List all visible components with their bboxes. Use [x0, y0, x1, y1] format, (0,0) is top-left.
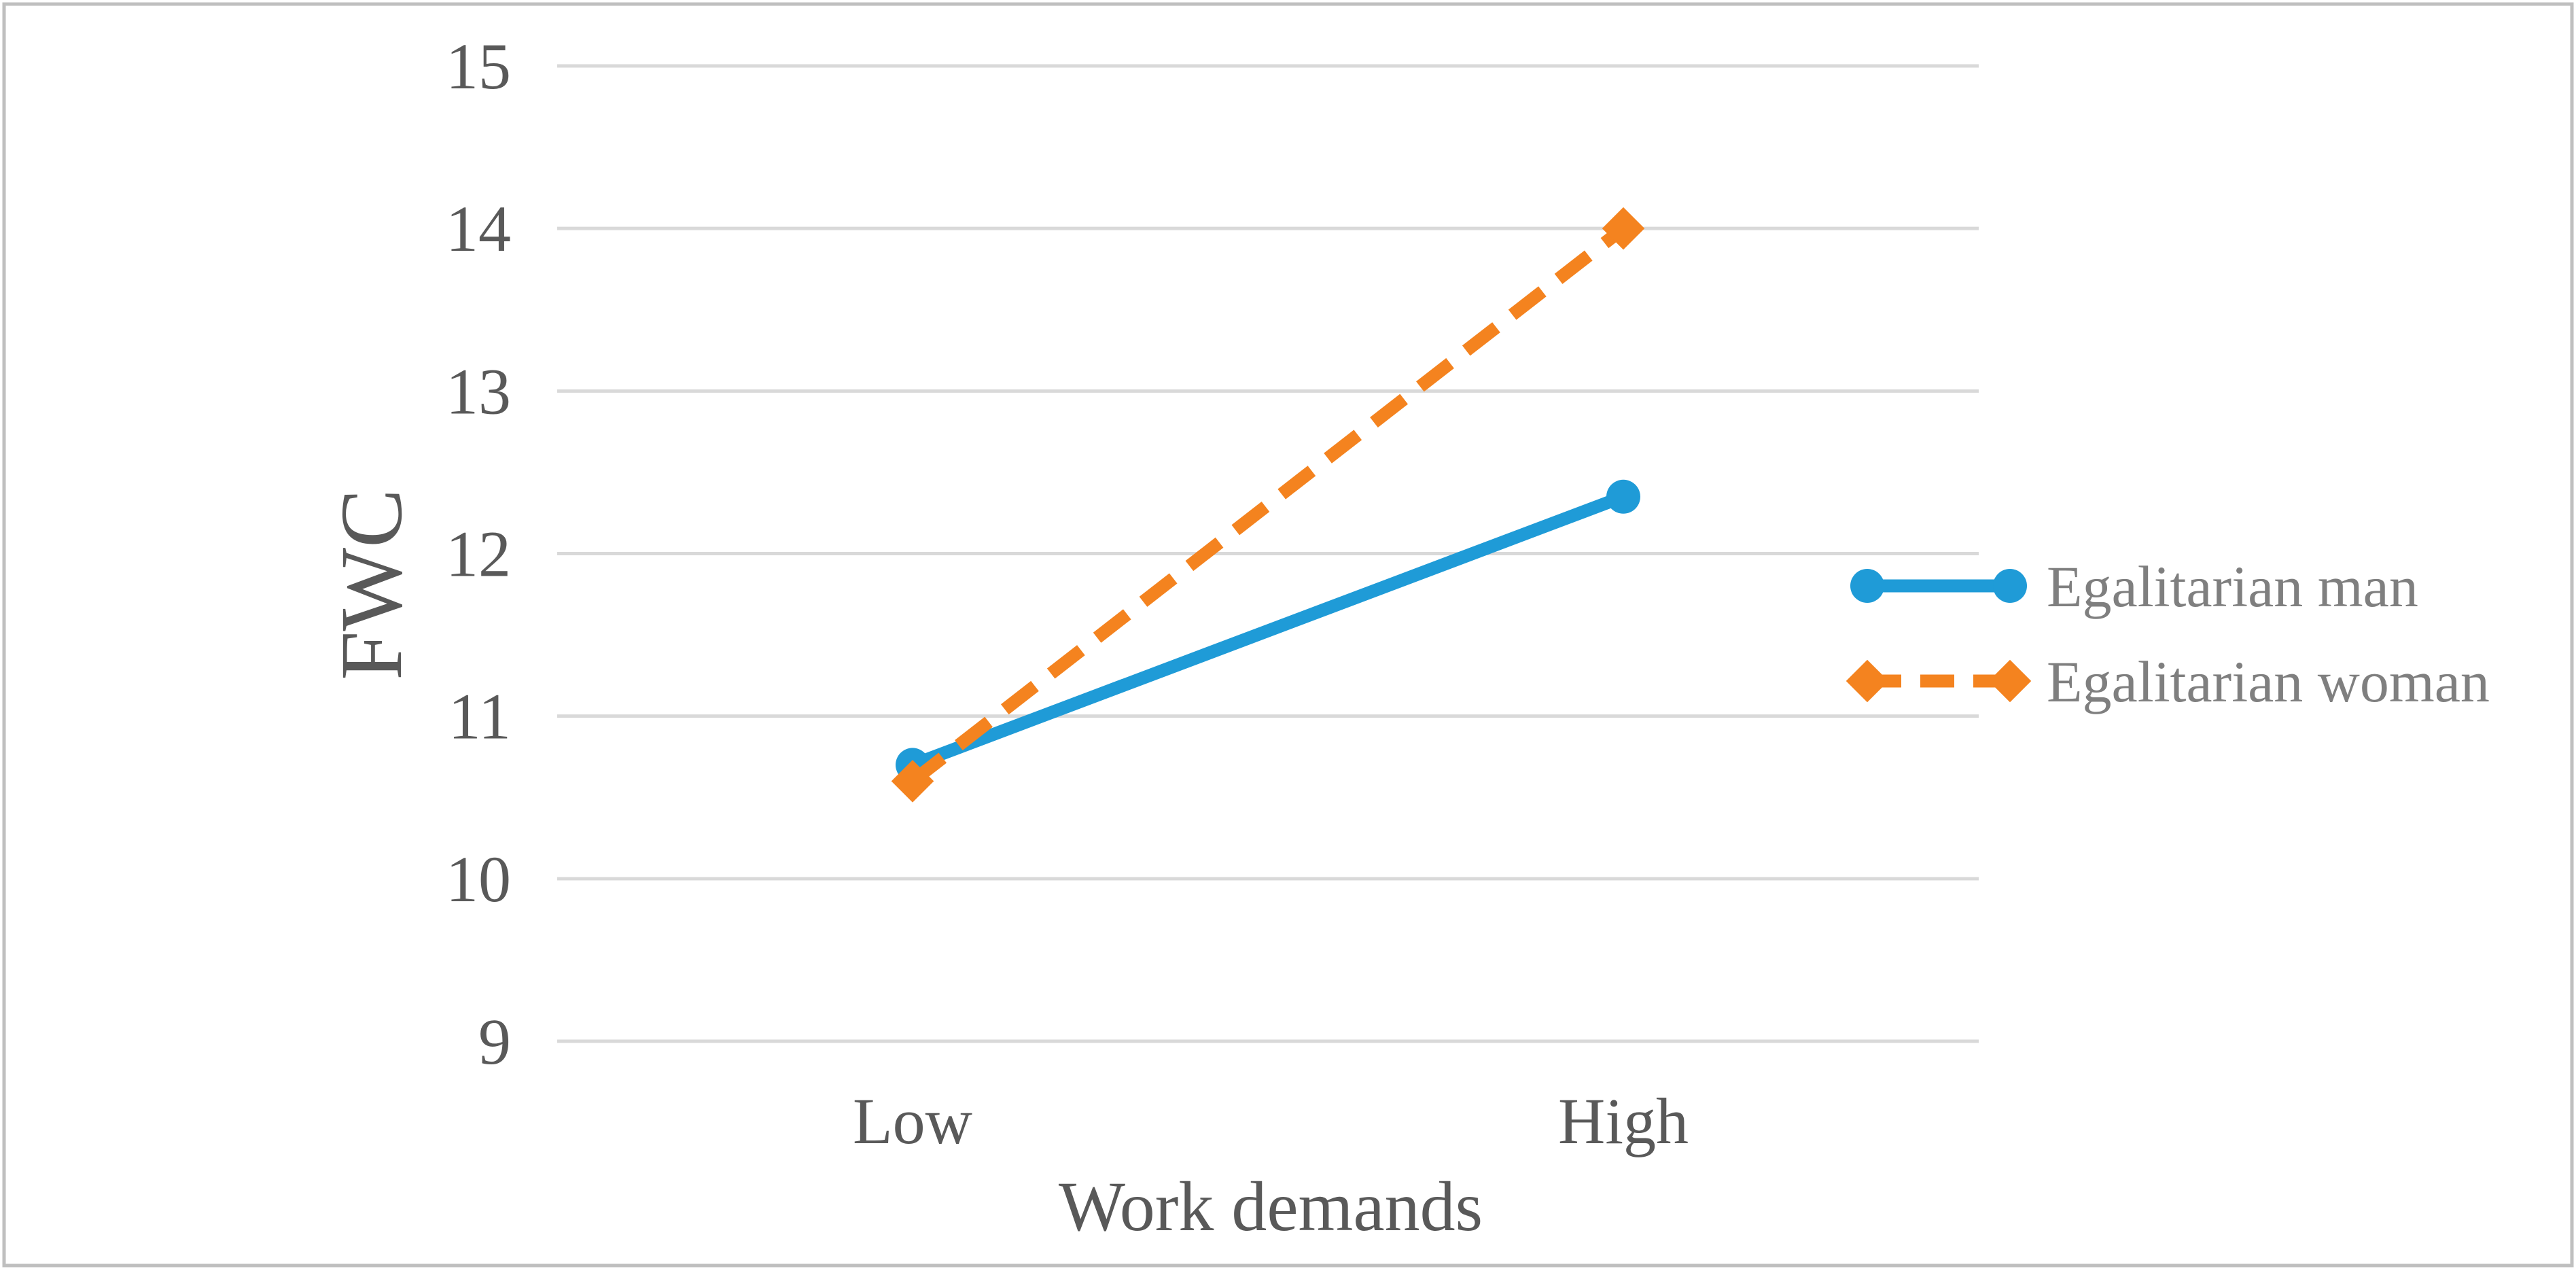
series-line	[906, 490, 1630, 771]
legend: Egalitarian man Egalitarian woman	[1846, 554, 2490, 714]
y-axis-label: FWC	[323, 489, 421, 680]
y-tick-label: 10	[446, 843, 511, 915]
x-axis-label: Work demands	[1059, 1168, 1483, 1246]
data-point	[1606, 479, 1640, 514]
legend-label: Egalitarian woman	[2047, 649, 2490, 714]
data-point	[1602, 207, 1645, 250]
series-group	[891, 207, 1645, 803]
data-point	[891, 760, 934, 803]
legend-marker	[1850, 569, 1884, 603]
legend-marker	[1993, 569, 2027, 603]
y-tick-label: 12	[446, 518, 511, 591]
series-line	[908, 223, 1627, 786]
y-tick-label: 15	[446, 30, 511, 103]
y-tick-label: 13	[446, 355, 511, 428]
legend-marker	[1988, 659, 2032, 703]
legend-item: Egalitarian woman	[1846, 649, 2490, 714]
x-axis-ticks: Low High	[853, 1085, 1689, 1157]
y-tick-label: 14	[446, 192, 511, 265]
y-tick-label: 9	[478, 1005, 511, 1078]
x-tick-label: Low	[853, 1085, 972, 1157]
series-layer	[891, 207, 1645, 803]
y-tick-label: 11	[448, 680, 511, 753]
gridlines	[557, 64, 1979, 1043]
y-axis-ticks: 9 10 11 12 13 14 15	[446, 30, 511, 1078]
x-tick-label: High	[1558, 1085, 1689, 1157]
legend-label: Egalitarian man	[2047, 554, 2418, 619]
legend-marker	[1846, 659, 1889, 703]
legend-item: Egalitarian man	[1850, 554, 2418, 619]
